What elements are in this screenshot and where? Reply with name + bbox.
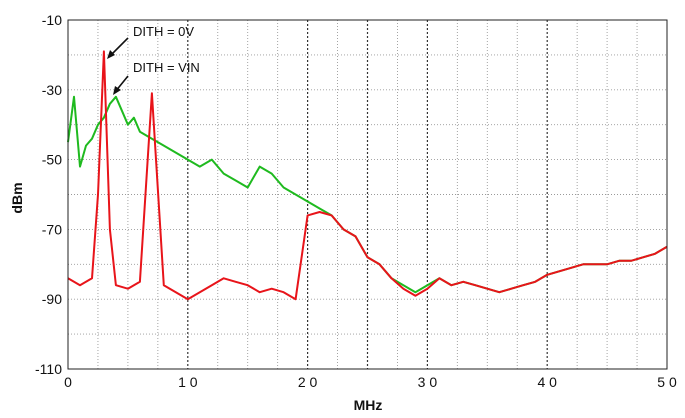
- annotation-dith-0v-arrowhead: [107, 50, 115, 59]
- x-tick-label: 2 0: [298, 374, 318, 390]
- annotation-dith-0v: DITH = 0V: [107, 24, 194, 59]
- y-tick-label: -90: [42, 291, 62, 307]
- series-layer: [67, 50, 668, 301]
- series-line-dith-0v: [67, 50, 668, 301]
- y-tick-label: -30: [42, 82, 62, 98]
- tick-labels: 0 1 0 2 0 3 0 4 0 5 0 -10 -30 -50 -70 -90 -110: [35, 12, 677, 390]
- y-tick-label: -10: [42, 12, 62, 28]
- plot-frame: [67, 19, 668, 370]
- x-tick-label: 1 0: [178, 374, 198, 390]
- x-axis-title: MHz: [354, 397, 383, 413]
- y-tick-label: -50: [42, 152, 62, 168]
- y-tick-label: -110: [35, 361, 62, 377]
- x-tick-label: 4 0: [537, 374, 557, 390]
- y-tick-label: -70: [42, 221, 62, 237]
- annotation-dith-vin: DITH = VIN: [113, 60, 200, 95]
- annotation-dith-vin-arrowhead: [113, 86, 121, 95]
- x-tick-label: 3 0: [418, 374, 438, 390]
- y-axis-title: dBm: [9, 182, 25, 213]
- annotation-dith-vin-label: DITH = VIN: [133, 60, 200, 75]
- x-tick-label: 0: [64, 374, 72, 390]
- annotation-dith-0v-label: DITH = 0V: [133, 24, 194, 39]
- x-tick-label: 5 0: [657, 374, 677, 390]
